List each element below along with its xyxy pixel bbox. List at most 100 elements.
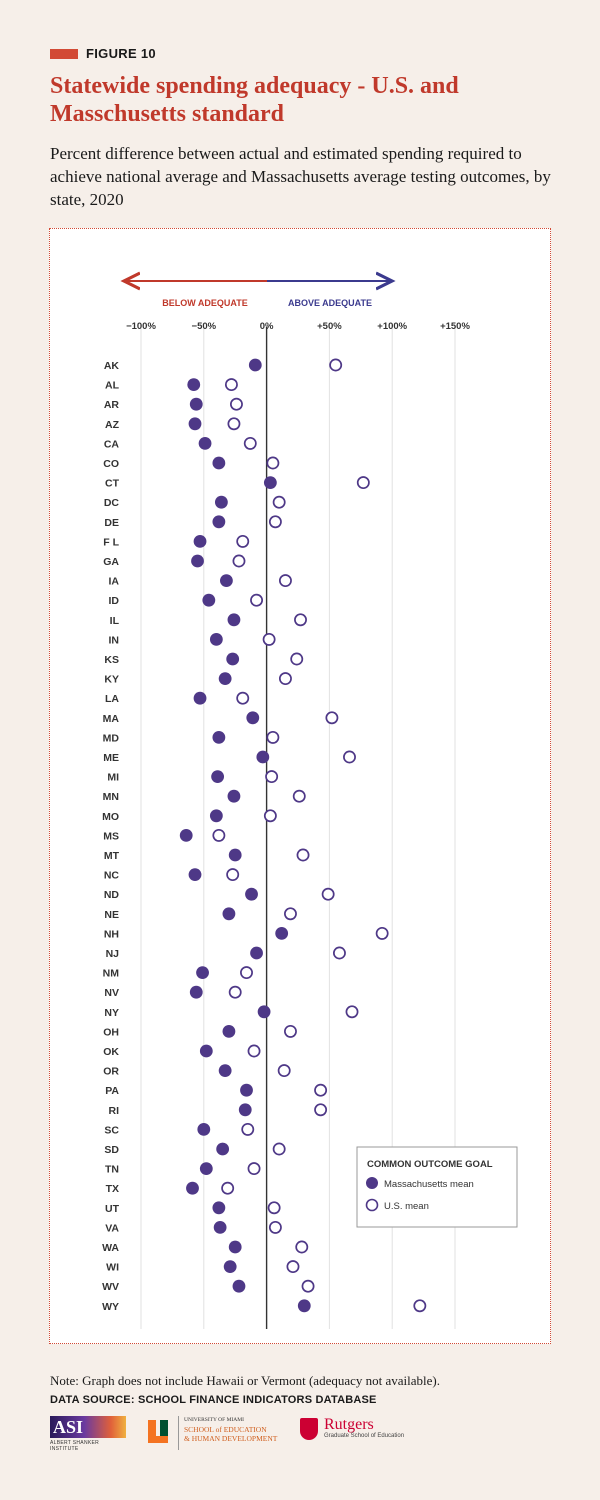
massachusetts-mean-point (186, 1181, 199, 1195)
massachusetts-mean-point (179, 829, 193, 842)
state-label: CT (105, 478, 120, 490)
legend-us-label: U.S. mean (384, 1201, 429, 1212)
us-mean-point (278, 672, 292, 686)
legend: COMMON OUTCOME GOAL Massachusetts mean U… (356, 1146, 518, 1228)
massachusetts-mean-point (193, 535, 207, 548)
figure-label: FIGURE 10 (50, 46, 156, 61)
state-label: DC (104, 497, 120, 509)
um-text: UNIVERSITY OF MIAMI SCHOOL of EDUCATION … (178, 1416, 277, 1450)
state-label: MA (103, 713, 120, 725)
us-mean-point (230, 397, 243, 411)
us-mean-point (227, 417, 241, 431)
massachusetts-mean-point (275, 927, 289, 940)
state-label: DE (104, 517, 119, 529)
state-label: MS (103, 830, 119, 842)
massachusetts-mean-point (197, 1123, 211, 1136)
massachusetts-mean-point (189, 397, 203, 411)
state-label: NM (103, 968, 120, 980)
x-tick-label: −100% (126, 321, 156, 332)
massachusetts-mean-point (212, 456, 226, 470)
us-mean-point (301, 1279, 315, 1293)
massachusetts-mean-point (256, 750, 270, 764)
massachusetts-mean-point (297, 1299, 311, 1313)
figure-label-text: FIGURE 10 (86, 46, 156, 61)
state-labels: AK AL AR AZ CA CO CT DC DE F L GA IA ID IL IN KS KY LA MA M… (102, 360, 120, 1313)
state-label: MT (104, 850, 120, 862)
state-label: MD (103, 732, 120, 744)
rutgers-shield-icon (300, 1418, 318, 1440)
us-mean-point (294, 613, 307, 627)
massachusetts-mean-point (250, 946, 263, 960)
state-label: UT (105, 1203, 120, 1215)
legend-massachusetts-marker (366, 1177, 378, 1189)
us-mean-point (284, 907, 297, 921)
us-mean-point (240, 966, 253, 980)
x-tick-label: +100% (377, 321, 407, 332)
massachusetts-mean-point (238, 1103, 252, 1117)
x-tick-label: +50% (317, 321, 342, 332)
us-mean-point (263, 809, 277, 823)
massachusetts-mean-point (212, 1201, 226, 1215)
figure-label-bar (50, 48, 78, 59)
massachusetts-mean-point (223, 1260, 237, 1273)
logo-strip: ASI ALBERT SHANKER INSTITUTE UNIVERSITY … (50, 1416, 550, 1452)
state-label: NV (104, 987, 119, 999)
massachusetts-mean-point (232, 1279, 246, 1293)
us-mean-point (247, 1162, 261, 1176)
massachusetts-mean-point (191, 554, 204, 568)
massachusetts-mean-point (189, 985, 203, 999)
massachusetts-mean-point (209, 633, 223, 646)
state-label: AR (104, 399, 120, 411)
us-mean-point (232, 554, 246, 568)
us-mean-point (268, 515, 282, 529)
us-mean-point (314, 1103, 328, 1117)
massachusetts-mean-point (240, 1083, 253, 1097)
massachusetts-mean-point (263, 476, 277, 489)
um-line2: SCHOOL of EDUCATION (184, 1425, 267, 1434)
massachusetts-mean-point (257, 1005, 271, 1019)
state-label: TX (106, 1183, 119, 1195)
us-mean-point (290, 652, 304, 666)
legend-massachusetts-label: Massachusetts mean (384, 1179, 474, 1190)
state-label: NJ (106, 948, 120, 960)
massachusetts-mean-point (216, 1142, 230, 1156)
state-label: MO (102, 811, 119, 823)
us-mean-point (228, 985, 242, 999)
um-line3: & HUMAN DEVELOPMENT (184, 1434, 278, 1443)
us-mean-point (292, 789, 306, 803)
state-label: AZ (105, 419, 120, 431)
massachusetts-mean-point (209, 809, 223, 823)
state-label: OR (103, 1066, 119, 1078)
us-mean-point (356, 476, 370, 490)
massachusetts-mean-point (212, 515, 226, 529)
us-mean-point (284, 1024, 297, 1038)
state-label: RI (109, 1105, 120, 1117)
albert-shanker-institute-logo: ASI ALBERT SHANKER INSTITUTE (50, 1416, 128, 1452)
us-mean-point (295, 1240, 309, 1254)
us-mean-point (243, 436, 257, 450)
us-mean-point (266, 730, 280, 744)
state-label: F L (103, 536, 119, 548)
us-mean-point (262, 632, 276, 646)
above-adequate-label: ABOVE ADEQUATE (288, 298, 372, 308)
us-mean-point (325, 711, 339, 725)
um-line1: UNIVERSITY OF MIAMI (184, 1417, 244, 1423)
massachusetts-mean-point (188, 868, 202, 881)
state-label: IN (109, 634, 120, 646)
x-tick-label: 0% (260, 321, 274, 332)
massachusetts-mean-point (227, 613, 241, 627)
us-mean-point (345, 1005, 359, 1019)
massachusetts-mean-point (198, 437, 212, 450)
state-label: KS (104, 654, 119, 666)
asi-name: ALBERT SHANKER INSTITUTE (50, 1440, 100, 1452)
us-mean-point (278, 574, 292, 588)
us-mean-point (329, 358, 343, 372)
us-mean-point (247, 1044, 261, 1058)
state-label: NE (104, 909, 119, 921)
us-mean-point (375, 926, 389, 940)
state-label: WV (102, 1281, 119, 1293)
direction-indicator: BELOW ADEQUATE ABOVE ADEQUATE (124, 281, 392, 308)
state-label: VA (105, 1222, 119, 1234)
chart-note: Note: Graph does not include Hawaii or V… (50, 1373, 440, 1388)
state-label: WI (106, 1262, 119, 1274)
